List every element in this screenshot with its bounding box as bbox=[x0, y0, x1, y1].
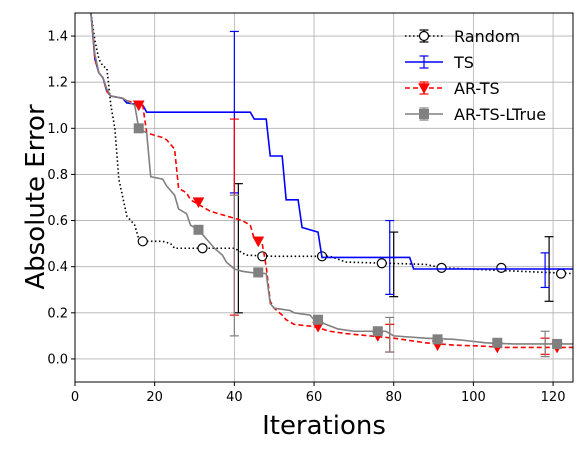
series-line bbox=[90, 13, 573, 270]
legend-item: AR-TS bbox=[405, 79, 500, 98]
x-tick-label: 40 bbox=[226, 390, 243, 405]
legend-marker bbox=[418, 30, 430, 42]
x-tick-label: 60 bbox=[306, 390, 323, 405]
series-ts bbox=[90, 13, 573, 295]
y-tick-label: 1.4 bbox=[47, 30, 68, 45]
legend-label: AR-TS bbox=[454, 79, 500, 98]
y-axis-ticks: 0.0 0.2 0.4 0.6 0.8 1.0 1.2 1.4 bbox=[47, 30, 75, 367]
series-ar-ts-ltrue bbox=[90, 13, 573, 358]
x-axis-label: Iterations bbox=[262, 411, 386, 441]
legend: Random TS AR-TS AR-TS-LTrue bbox=[405, 27, 546, 124]
legend-marker bbox=[418, 83, 430, 95]
data-point-marker bbox=[555, 268, 567, 279]
y-tick-label: 1.0 bbox=[47, 122, 68, 137]
legend-label: AR-TS-LTrue bbox=[454, 105, 546, 124]
y-tick-label: 0.2 bbox=[47, 306, 68, 321]
x-axis-ticks: 0 20 40 60 80 100 120 bbox=[71, 382, 566, 405]
data-point-marker bbox=[376, 258, 387, 269]
y-tick-label: 0.0 bbox=[47, 352, 68, 367]
plot-frame bbox=[74, 12, 574, 383]
y-tick-label: 0.4 bbox=[47, 260, 68, 275]
data-point-marker bbox=[192, 197, 205, 209]
series-ar-ts bbox=[90, 13, 573, 355]
y-axis-label: Absolute Error bbox=[21, 104, 51, 290]
legend-item: Random bbox=[405, 27, 520, 46]
legend-item: TS bbox=[405, 53, 474, 72]
series-layer bbox=[90, 13, 573, 358]
series-line bbox=[90, 13, 573, 275]
data-point-marker bbox=[253, 267, 264, 278]
grid-layer bbox=[74, 13, 573, 382]
data-point-marker bbox=[252, 236, 265, 248]
data-point-marker bbox=[496, 262, 507, 273]
y-tick-label: 0.6 bbox=[47, 214, 68, 229]
data-point-marker bbox=[257, 251, 268, 262]
series-line bbox=[90, 13, 573, 345]
data-point-marker bbox=[137, 236, 148, 247]
legend-item: AR-TS-LTrue bbox=[405, 105, 546, 124]
data-point-marker bbox=[432, 334, 443, 345]
series-random bbox=[90, 13, 573, 314]
data-point-marker bbox=[552, 338, 563, 349]
legend-label: Random bbox=[454, 27, 520, 46]
data-point-marker bbox=[492, 337, 503, 348]
x-tick-label: 20 bbox=[146, 390, 163, 405]
data-point-marker bbox=[133, 123, 144, 134]
x-tick-label: 0 bbox=[71, 390, 79, 405]
legend-label: TS bbox=[453, 53, 474, 72]
data-point-marker bbox=[197, 243, 208, 254]
x-tick-label: 100 bbox=[461, 390, 486, 405]
legend-marker bbox=[419, 109, 429, 119]
y-tick-label: 1.2 bbox=[47, 76, 68, 91]
data-point-marker bbox=[313, 314, 324, 325]
data-point-marker bbox=[372, 326, 383, 337]
data-point-marker bbox=[132, 100, 145, 112]
y-tick-label: 0.8 bbox=[47, 168, 68, 183]
data-point-marker bbox=[193, 224, 204, 235]
x-tick-label: 80 bbox=[385, 390, 402, 405]
plot-area bbox=[90, 13, 573, 358]
data-point-marker bbox=[436, 262, 447, 273]
x-tick-label: 120 bbox=[541, 390, 566, 405]
